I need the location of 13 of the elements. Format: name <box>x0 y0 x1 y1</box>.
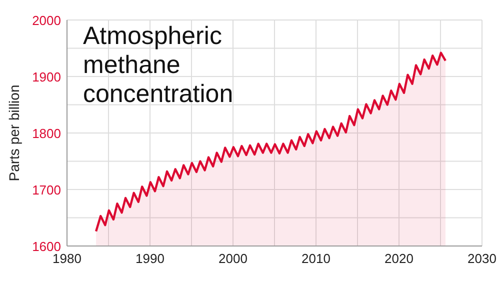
text: Atmospheric methane concentration <box>83 22 234 108</box>
x-tick-label: 2010 <box>302 251 330 266</box>
x-tick-label: 2000 <box>218 251 248 266</box>
y-tick-label: 1900 <box>32 70 61 84</box>
y-tick-label: 2000 <box>32 13 61 28</box>
x-tick-label: 1990 <box>136 251 164 266</box>
x-tick-label: 2030 <box>468 251 496 266</box>
y-tick-label: 1800 <box>32 126 61 141</box>
y-axis-title: Parts per billion <box>6 84 22 182</box>
x-tick-label: 2020 <box>384 251 414 266</box>
y-tick-label: 1700 <box>32 182 61 198</box>
y-tick-label: 1600 <box>32 239 61 254</box>
x-tick-label: 1980 <box>52 251 82 266</box>
